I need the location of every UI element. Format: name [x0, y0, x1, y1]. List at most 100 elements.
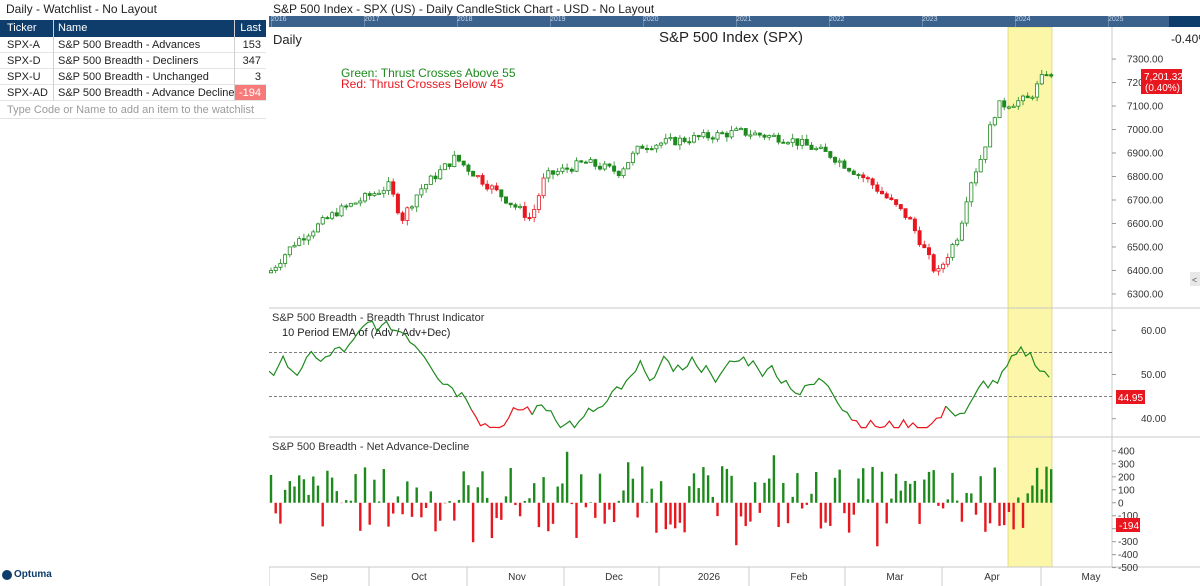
candle-body — [922, 244, 927, 249]
ad-bar — [580, 474, 583, 503]
overview-year-label: 2016 — [271, 16, 287, 23]
thrust-line-series — [269, 320, 1112, 429]
ad-bar — [359, 502, 362, 531]
ad-bar — [782, 483, 785, 503]
candle-body — [983, 146, 988, 160]
candle-body — [405, 207, 410, 221]
ad-bar — [678, 502, 682, 523]
ad-bar — [603, 502, 606, 524]
ad-bar — [298, 475, 301, 503]
candle-body — [518, 206, 523, 209]
chart-canvas[interactable]: < Daily S&P 500 Index (SPX) -0.40% Green… — [269, 27, 1200, 586]
ad-bar — [533, 483, 536, 503]
watchlist-row[interactable]: SPX-A S&P 500 Breadth - Advances 153 — [0, 37, 266, 53]
ad-bar — [439, 502, 442, 521]
ad-bar — [570, 502, 573, 505]
candle-body — [795, 138, 800, 146]
overview-year-divider — [922, 16, 923, 27]
overview-year-label: 2019 — [550, 16, 566, 23]
ad-bar — [843, 502, 846, 514]
candle-body — [724, 132, 729, 138]
candle-body — [823, 146, 828, 152]
candle-body — [536, 195, 541, 210]
watchlist-row[interactable]: SPX-AD S&P 500 Breadth - Advance Decline… — [0, 85, 266, 101]
ad-bar — [683, 502, 686, 533]
candle-body — [908, 217, 913, 220]
ad-bar — [504, 496, 508, 503]
ad-bar — [462, 471, 465, 503]
candle-body — [602, 163, 607, 170]
candle-body — [710, 137, 715, 140]
candle-body — [912, 218, 917, 232]
ad-bar — [349, 500, 353, 503]
candle-body — [278, 262, 283, 268]
ad-bar — [1040, 489, 1043, 503]
periodicity-label: Daily — [273, 32, 302, 47]
ad-bar — [443, 502, 447, 504]
overview-navigator[interactable]: 2016 2017 2018 2019 2020 2021 2022 2023 2024 2025… — [269, 16, 1200, 27]
ad-bar — [1007, 502, 1011, 512]
watchlist-row[interactable]: SPX-U S&P 500 Breadth - Unchanged 3 — [0, 69, 266, 85]
column-header-last[interactable]: Last — [240, 22, 261, 34]
candle-body — [287, 246, 292, 256]
ad-bar — [669, 502, 672, 525]
time-axis-label: May — [1082, 572, 1101, 583]
price-tick-label: 7300.00 — [1127, 55, 1164, 66]
scroll-right-button[interactable] — [1190, 272, 1200, 286]
thrust-last-label — [1116, 390, 1145, 404]
candle-body — [898, 204, 903, 210]
overview-year-divider — [1015, 16, 1016, 27]
ad-bar — [979, 476, 982, 503]
ad-bar — [476, 487, 479, 503]
ad-bar — [885, 502, 888, 524]
candle-body — [546, 170, 551, 179]
optuma-logo-icon — [2, 569, 12, 580]
candle-body — [1021, 95, 1026, 102]
ad-bar — [941, 502, 945, 509]
ad-bar — [401, 502, 404, 515]
ad-bar — [786, 502, 790, 524]
ad-bar — [988, 502, 992, 524]
ad-bar — [706, 475, 710, 503]
ad-bar — [810, 493, 813, 503]
candle-body — [607, 163, 612, 167]
candlestick-series — [269, 69, 1054, 276]
ad-bar — [288, 481, 291, 503]
ad-bar — [608, 502, 611, 510]
column-header-ticker[interactable]: Ticker — [7, 22, 37, 34]
ad-bar — [974, 502, 978, 515]
candle-body — [748, 134, 753, 137]
candle-body — [301, 238, 306, 241]
ad-bar — [368, 502, 371, 525]
ad-bar — [716, 502, 719, 517]
overview-year-label: 2021 — [736, 16, 752, 23]
legend-red: Red: Thrust Crosses Below 45 — [341, 77, 504, 91]
overview-year-label: 2024 — [1015, 16, 1031, 23]
chart-window[interactable]: S&P 500 Index - SPX (US) - Daily CandleS… — [269, 0, 1200, 586]
ad-bar — [791, 496, 794, 503]
ad-bar — [970, 493, 973, 503]
candle-body — [757, 132, 762, 136]
ad-bar — [598, 473, 602, 503]
time-axis-label: Feb — [790, 572, 808, 583]
ad-bar — [744, 502, 747, 527]
ad-bar — [396, 496, 400, 503]
column-divider — [234, 20, 235, 101]
candle-body — [790, 138, 795, 144]
thrust-line — [470, 406, 533, 429]
candle-body — [424, 183, 429, 190]
candle-body — [851, 170, 856, 175]
ad-bar — [312, 476, 315, 503]
ad-bar — [518, 502, 522, 517]
ad-bar — [650, 488, 653, 503]
candle-body — [691, 135, 696, 143]
time-axis[interactable]: Sep Oct Nov Dec 2026 Feb Mar Apr May — [269, 567, 1100, 586]
time-axis-label: 2026 — [698, 572, 721, 583]
price-tick-label: 7000.00 — [1127, 125, 1164, 136]
ad-bar — [909, 483, 912, 503]
column-header-name[interactable]: Name — [58, 22, 88, 34]
watchlist-row[interactable]: SPX-D S&P 500 Breadth - Decliners 347 — [0, 53, 266, 69]
add-item-input[interactable]: Type Code or Name to add an item to the … — [0, 102, 266, 119]
ad-bar — [796, 473, 799, 503]
thrust-axis[interactable]: 60.00 50.00 40.00 — [1112, 326, 1166, 425]
